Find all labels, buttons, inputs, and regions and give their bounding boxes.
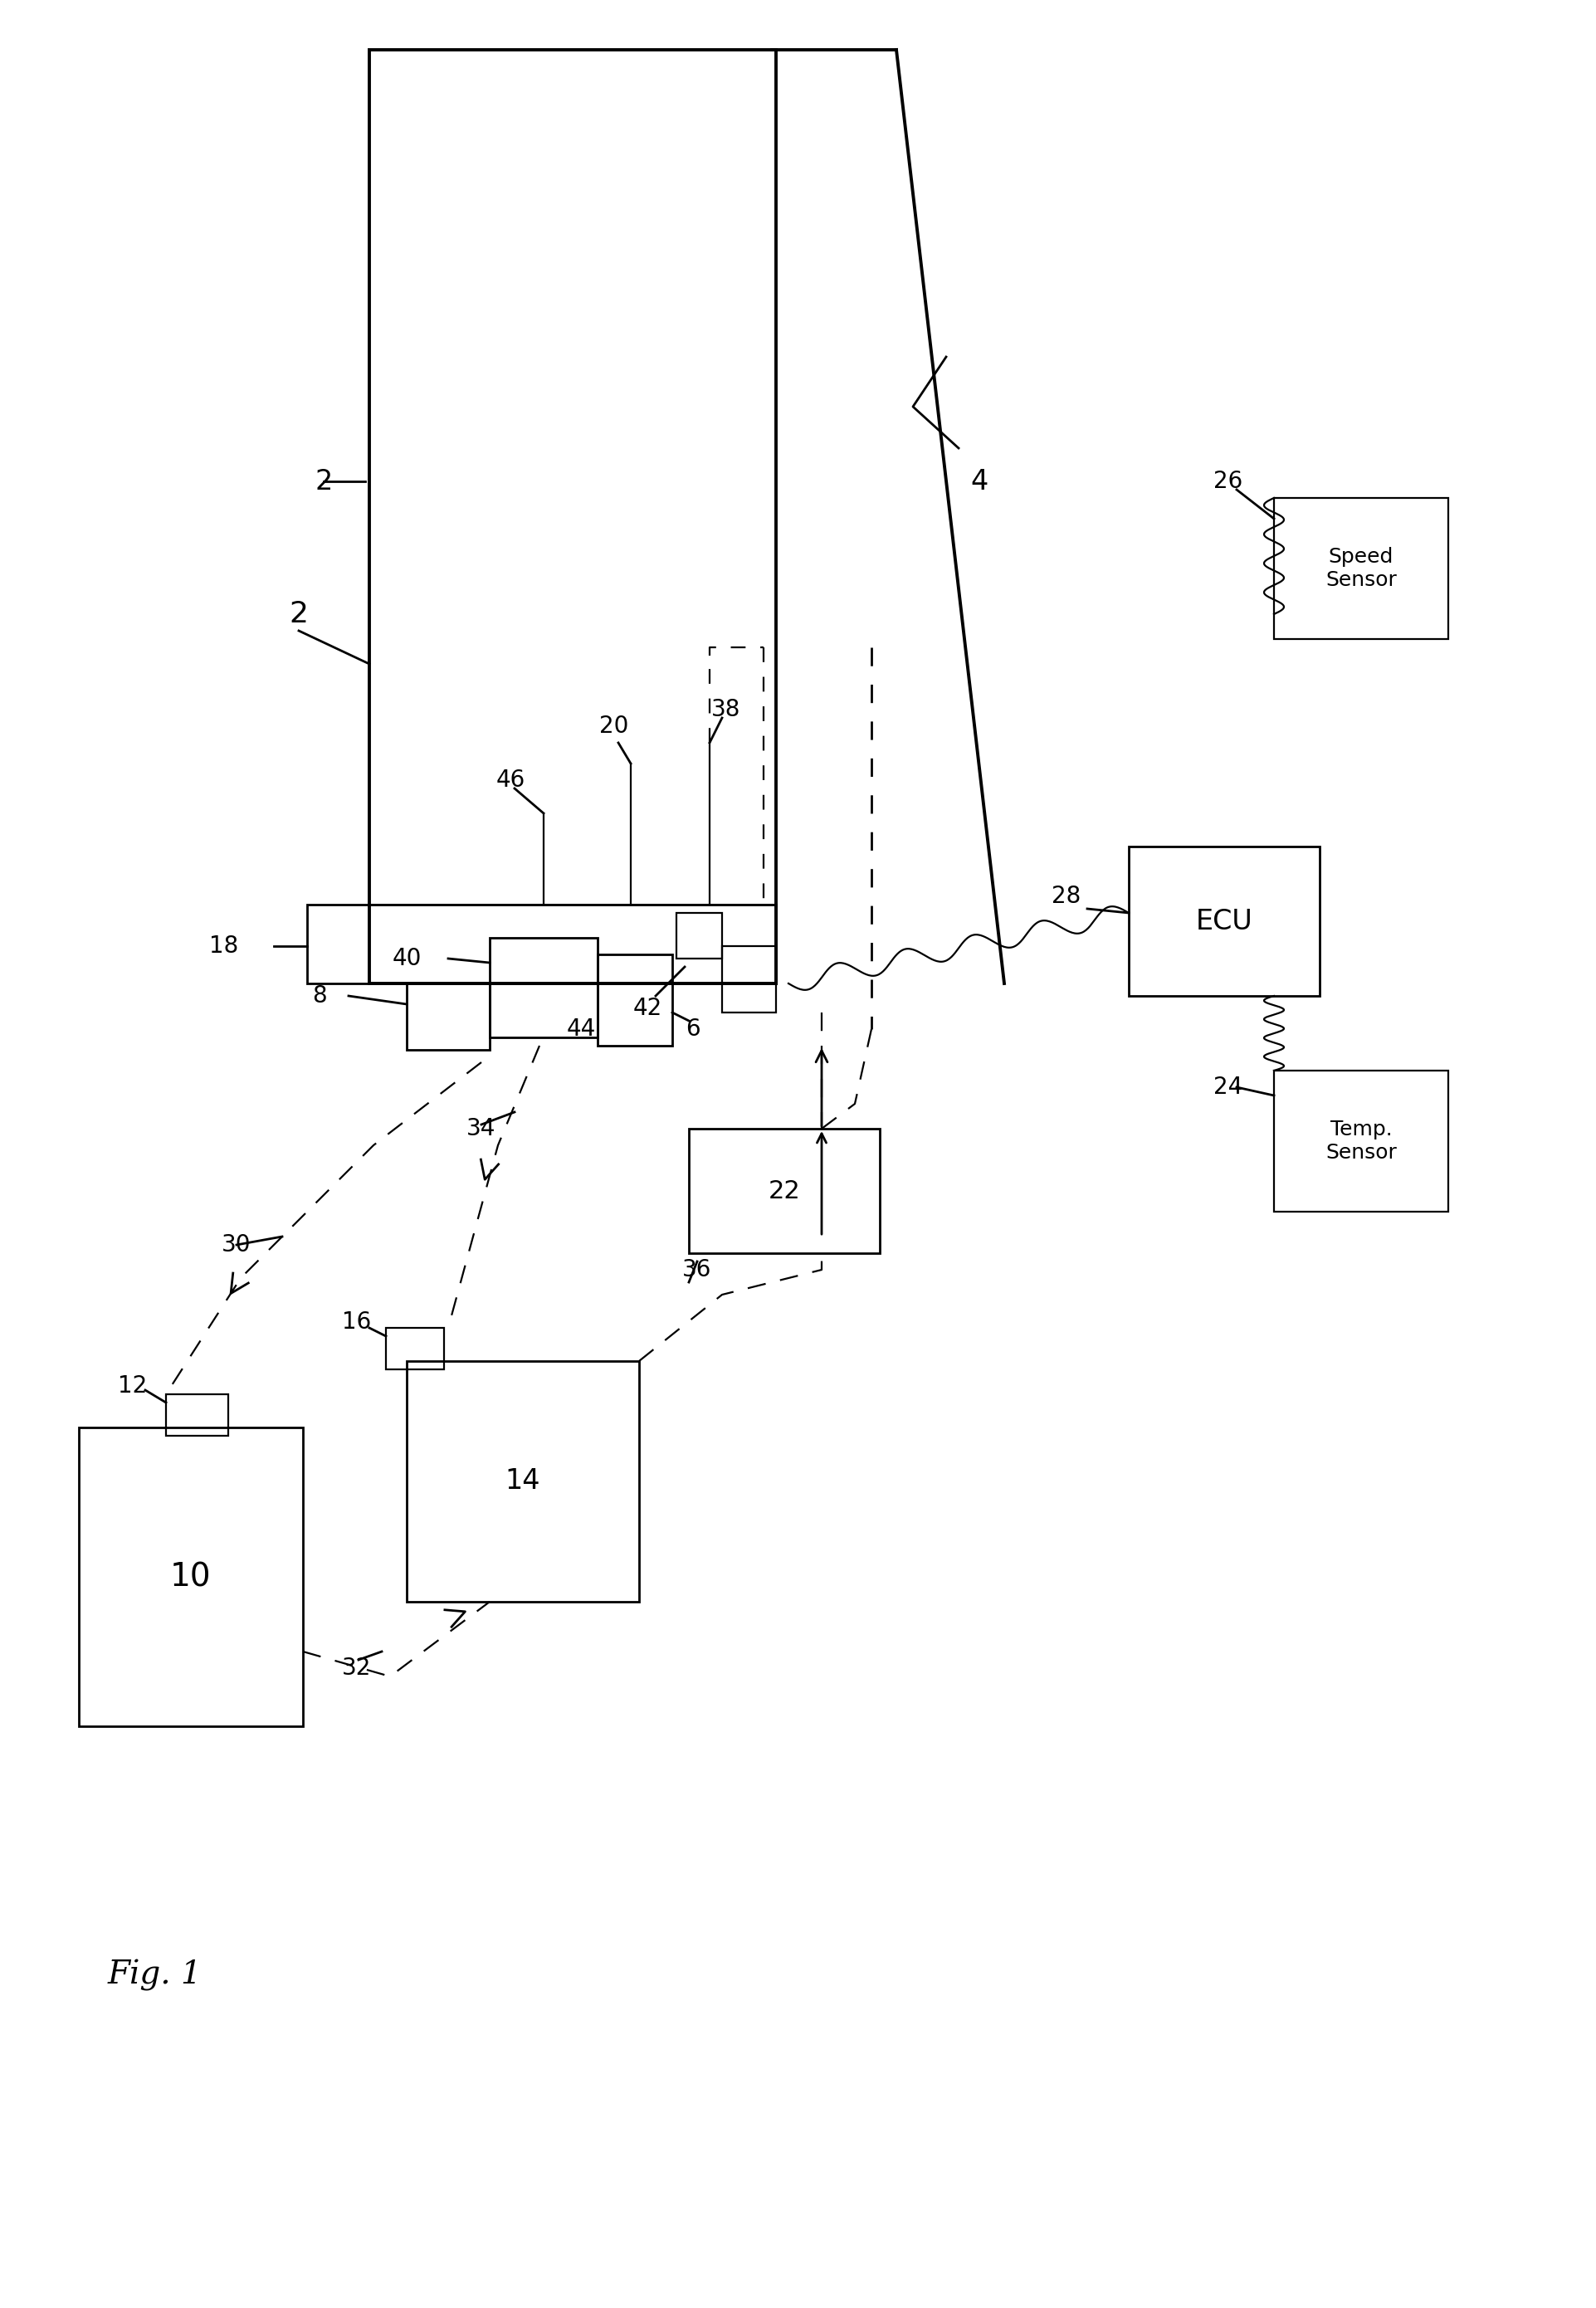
Bar bbox=[677, 914, 721, 958]
Bar bbox=[407, 1362, 638, 1602]
Text: Fig. 1: Fig. 1 bbox=[109, 1959, 203, 1992]
Text: 44: 44 bbox=[567, 1018, 595, 1041]
Text: 10: 10 bbox=[171, 1560, 211, 1593]
Bar bbox=[166, 1394, 228, 1436]
Text: 26: 26 bbox=[1213, 471, 1242, 494]
Text: 4: 4 bbox=[970, 469, 988, 494]
Text: 40: 40 bbox=[391, 946, 421, 969]
Text: 28: 28 bbox=[1052, 884, 1080, 907]
Bar bbox=[1128, 847, 1318, 995]
Bar bbox=[306, 905, 776, 983]
Text: 42: 42 bbox=[632, 997, 662, 1020]
Text: 2: 2 bbox=[314, 469, 332, 494]
Text: 2: 2 bbox=[289, 600, 308, 628]
Text: 22: 22 bbox=[768, 1179, 800, 1202]
Text: 30: 30 bbox=[222, 1232, 251, 1256]
Bar bbox=[1274, 499, 1448, 639]
Bar bbox=[386, 1327, 444, 1369]
Bar bbox=[490, 937, 597, 1036]
Text: 38: 38 bbox=[712, 697, 741, 720]
Text: 12: 12 bbox=[118, 1373, 147, 1399]
Text: 46: 46 bbox=[495, 769, 525, 792]
Bar bbox=[407, 983, 490, 1050]
Bar bbox=[688, 1129, 879, 1253]
Text: 8: 8 bbox=[313, 983, 327, 1009]
Text: 6: 6 bbox=[685, 1018, 701, 1041]
Bar bbox=[369, 51, 776, 983]
Text: Speed
Sensor: Speed Sensor bbox=[1325, 547, 1396, 591]
Text: 18: 18 bbox=[209, 935, 238, 958]
Text: 34: 34 bbox=[466, 1117, 496, 1140]
Text: 14: 14 bbox=[504, 1468, 539, 1496]
Text: 16: 16 bbox=[342, 1311, 372, 1334]
Text: 20: 20 bbox=[598, 715, 629, 739]
Bar bbox=[78, 1426, 303, 1726]
Text: 36: 36 bbox=[681, 1258, 712, 1281]
Text: 24: 24 bbox=[1213, 1076, 1242, 1099]
Text: Temp.
Sensor: Temp. Sensor bbox=[1325, 1119, 1396, 1163]
Text: ECU: ECU bbox=[1195, 907, 1251, 935]
Bar bbox=[721, 946, 776, 1013]
Bar bbox=[597, 956, 672, 1046]
Text: 32: 32 bbox=[342, 1657, 372, 1680]
Bar bbox=[1274, 1071, 1448, 1212]
